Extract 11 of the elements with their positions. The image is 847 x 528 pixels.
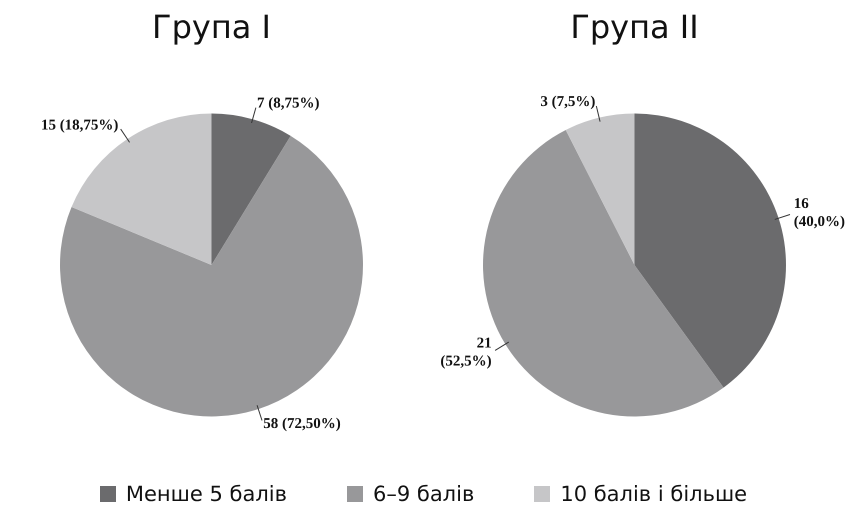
data-label: 15 (18,75%) [40, 118, 118, 134]
data-label: 16 (40,0%) [794, 196, 846, 230]
legend-label: 10 балів і більше [560, 482, 748, 506]
data-label: 7 (8,75%) [256, 96, 320, 112]
chart-title: Група II [569, 7, 700, 48]
data-label: 21 (52,5%) [440, 335, 492, 370]
legend-label: Менше 5 балів [126, 482, 287, 506]
chart-title: Група I [151, 7, 272, 48]
data-label: 3 (7,5%) [540, 94, 596, 110]
legend-label: 6–9 балів [372, 482, 474, 506]
data-label: 58 (72,50%) [263, 416, 341, 432]
